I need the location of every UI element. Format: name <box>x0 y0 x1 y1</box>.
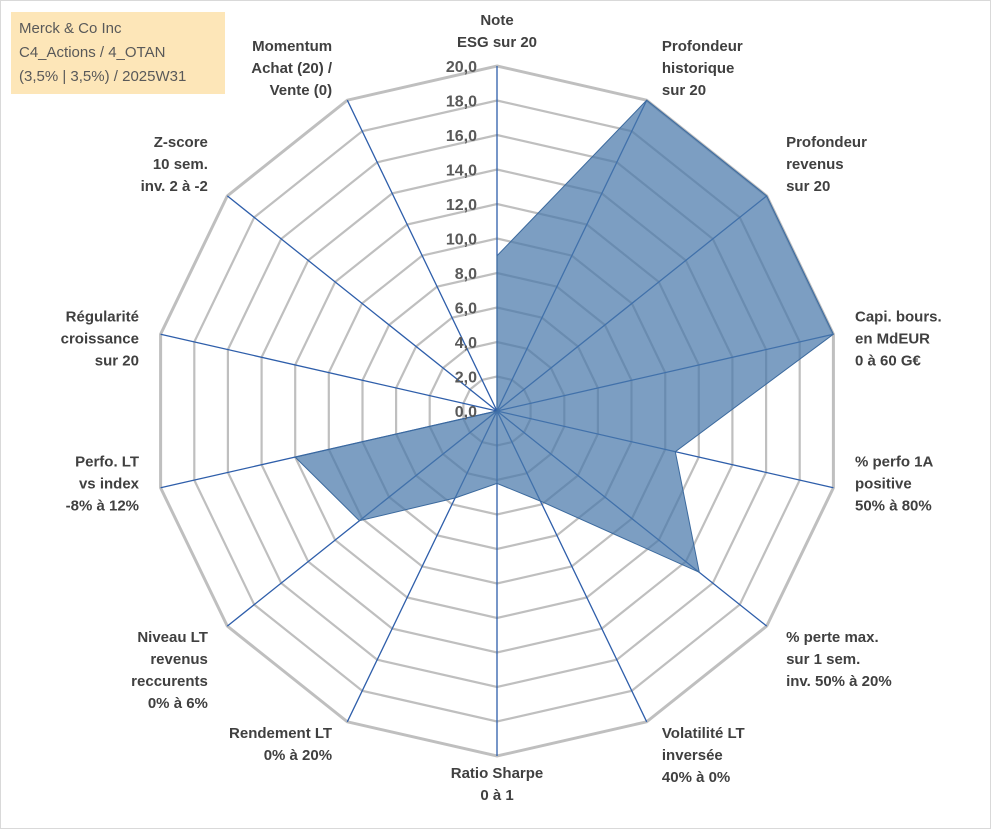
info-line-params: (3,5% | 3,5%) / 2025W31 <box>19 68 187 85</box>
axis-label: en MdEUR <box>855 331 930 348</box>
axis-label: Profondeur <box>786 134 867 151</box>
tick-label: 6,0 <box>455 301 477 318</box>
axis-spoke <box>160 333 498 412</box>
tick-label: 0,0 <box>455 404 477 421</box>
axis-label-layer: Note ESG sur 20 Profondeur historique sur 20… <box>61 12 942 804</box>
series-area <box>294 99 835 574</box>
tick-label: 20,0 <box>446 59 477 76</box>
series-layer <box>294 99 835 574</box>
axis-label: Ratio Sharpe <box>451 765 544 782</box>
axis-spoke <box>226 195 498 412</box>
axis-label: Volatilité LT <box>662 725 745 742</box>
tick-label: 8,0 <box>455 266 477 283</box>
info-box: Merck & Co Inc C4_Actions / 4_OTAN (3,5%… <box>11 12 225 94</box>
axis-label: Profondeur <box>662 38 743 55</box>
axis-label: Perfo. LT <box>75 453 139 470</box>
axis-label: Vente (0) <box>270 82 333 99</box>
axis-label: sur 20 <box>786 178 830 195</box>
axis-label: revenus <box>786 156 844 173</box>
axis-label: croissance <box>61 331 139 348</box>
axis-label: sur 20 <box>95 353 139 370</box>
tick-label: 14,0 <box>446 163 477 180</box>
axis-label: reccurents <box>131 673 208 690</box>
tick-label: 18,0 <box>446 94 477 111</box>
tick-label: 4,0 <box>455 335 477 352</box>
axis-label: 0 à 60 G€ <box>855 353 922 370</box>
axis-label: % perfo 1A <box>855 453 934 470</box>
axis-label: Régularité <box>66 309 139 326</box>
tick-label: 10,0 <box>446 232 477 249</box>
tick-label: 16,0 <box>446 128 477 145</box>
info-line-category: C4_Actions / 4_OTAN <box>19 44 166 61</box>
axis-label: vs index <box>79 475 140 492</box>
axis-label: Rendement LT <box>229 725 332 742</box>
axis-label: inversée <box>662 747 723 764</box>
axis-label: inv. 50% à 20% <box>786 673 892 690</box>
info-line-company: Merck & Co Inc <box>19 20 122 37</box>
axis-label: Note <box>480 12 513 29</box>
tick-label: 12,0 <box>446 197 477 214</box>
axis-label: positive <box>855 475 912 492</box>
axis-label: 50% à 80% <box>855 497 932 514</box>
axis-spoke <box>346 99 498 412</box>
axis-label: 10 sem. <box>153 156 208 173</box>
axis-label: 0% à 6% <box>148 695 208 712</box>
axis-label: sur 1 sem. <box>786 651 860 668</box>
axis-label: -8% à 12% <box>66 497 139 514</box>
axis-label: Z-score <box>154 134 208 151</box>
axis-label: Niveau LT <box>137 629 208 646</box>
axis-label: 0% à 20% <box>264 747 332 764</box>
axis-label: inv. 2 à -2 <box>141 178 208 195</box>
axis-label: 40% à 0% <box>662 769 730 786</box>
axis-label: revenus <box>150 651 208 668</box>
axis-label: historique <box>662 60 735 77</box>
axis-label: Momentum <box>252 38 332 55</box>
axis-label: ESG sur 20 <box>457 34 537 51</box>
axis-label: Capi. bours. <box>855 309 942 326</box>
axis-label: % perte max. <box>786 629 879 646</box>
axis-label: Achat (20) / <box>251 60 333 77</box>
axis-label: 0 à 1 <box>480 787 513 804</box>
tick-layer: 0,0 2,0 4,0 6,0 8,0 10,0 12,0 14,0 16,0 18,0 20,0 <box>446 59 477 421</box>
tick-label: 2,0 <box>455 370 477 387</box>
axis-label: sur 20 <box>662 82 706 99</box>
